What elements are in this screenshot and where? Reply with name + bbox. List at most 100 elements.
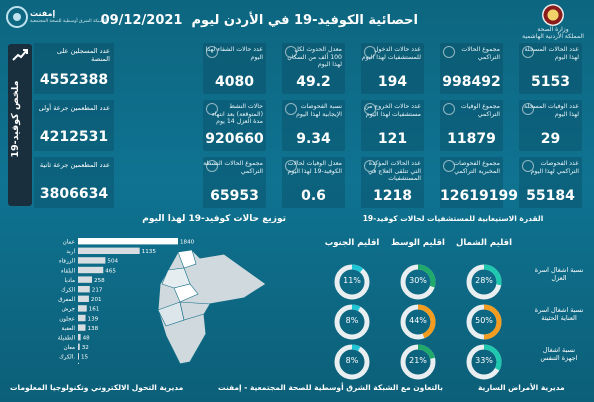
footer-it-directorate: مديرية التحول الالكتروني وتكنولوجيا المع… [10, 383, 184, 392]
vaccine-label: عدد المطعمين جرعة ثانية [39, 161, 110, 169]
stat-card-col_b-2: مجموع الفحوصات المخبرية التراكمي 12619199 [440, 157, 518, 208]
occupancy-donut: 11% [332, 262, 372, 302]
stat-value: 49.2 [296, 74, 331, 90]
stat-value: 1218 [373, 188, 412, 204]
bar-value-label: 139 [88, 316, 99, 322]
bar-category-label: الطفيلة [58, 336, 76, 342]
vaccine-label: عدد المسجلين على المنصة [56, 47, 110, 63]
bar [78, 324, 86, 331]
bar-category-label: اربد [66, 249, 75, 255]
trend-arrow-icon [12, 49, 28, 61]
logo-icon [6, 6, 28, 28]
stat-value: 194 [377, 74, 408, 90]
bar [78, 314, 86, 322]
stat-label: مجموع الحالات النشطة التراكمي [203, 160, 263, 175]
donut-arc [466, 264, 502, 300]
stat-value: 9.34 [296, 131, 331, 147]
summary-sideband: ملخص كوفيد-19 [8, 44, 32, 206]
stat-value: 0.6 [301, 188, 326, 204]
stat-label: نسبة الفحوصات الإيجابية لهذا اليوم [296, 103, 342, 118]
distribution-title: توزيع حالات كوفيد-19 لهذا اليوم [142, 214, 286, 224]
donut-arc [334, 304, 370, 340]
bar-category-label: معان [63, 345, 75, 351]
stat-label: عدد حالات الدخول للمستشفيات لهذا اليوم [361, 46, 421, 61]
ministry-logo: وزارة الصحة المملكة الأردنية الهاشمية [518, 4, 588, 40]
stat-label: معدل الحدوث لكل 100 ألف من السكان لهذا ا… [287, 46, 342, 68]
bar-value-label: 465 [105, 268, 116, 274]
donut-percent: 8% [345, 316, 359, 325]
bar-category-label: الكرك [61, 287, 75, 294]
bar-value-label: 217 [92, 288, 103, 294]
capacity-row-label-2: نسبة اشغال اجهزة التنفس [540, 346, 578, 362]
stat-card-col_c-2: عدد الحالات المؤكدة التي تتلقى العلاج في… [361, 157, 424, 208]
stat-card-col_b-1: مجموع الوفيات التراكمي 11879 [440, 100, 503, 151]
sideband-label: ملخص كوفيد-19 [10, 80, 21, 158]
page-title: احصائية الكوفيد-19 في الأردن ليوم 09/12/… [101, 13, 418, 28]
bar-value-label: 15 [81, 355, 89, 361]
donut-arc [466, 304, 502, 340]
donut-percent: 50% [475, 316, 493, 325]
stat-label: مجموع الفحوصات المخبرية التراكمي [453, 160, 500, 175]
footer-disease-directorate: مديرية الأمراض السارية [478, 383, 565, 392]
distribution-panel: توزيع حالات كوفيد-19 لهذا اليوم عمان 1840… [36, 214, 286, 370]
bar-value-label: 504 [107, 259, 118, 265]
stat-value: 65953 [210, 188, 259, 204]
bar-category-label: البلقاء [61, 268, 75, 274]
bar [78, 238, 178, 245]
bar-category-label: الزرقاء [59, 259, 76, 265]
emphnet-logo: إمفنت الشبكة الشرق أوسطية للصحة المجتمعي… [6, 6, 106, 40]
ministry-country: المملكة الأردنية الهاشمية [522, 33, 584, 40]
bar-value-label: 48 [83, 336, 91, 342]
stat-value: 11879 [447, 131, 496, 147]
stat-card-col_a-0: عدد الحالات المسجلة لهذا اليوم 5153 [519, 43, 582, 94]
stat-icon [522, 46, 534, 58]
stat-label: مجموع الوفيات التراكمي [460, 103, 500, 118]
stat-card-col_d-1: نسبة الفحوصات الإيجابية لهذا اليوم 9.34 [282, 100, 345, 151]
bar [78, 362, 79, 370]
bar-value-label: 1840 [180, 240, 195, 246]
stat-label: عدد الفحوصات التراكمي لهذا اليوم [530, 160, 579, 175]
stat-value: 12619199 [440, 188, 518, 204]
jordan-map [157, 250, 267, 365]
occupancy-donut: 8% [332, 342, 372, 382]
vaccine-value: 4552388 [39, 72, 109, 88]
bar-value-label: 201 [91, 297, 102, 303]
stat-label: معدل الوفيات لحالات الكوفيد-19 لهذا اليو… [287, 160, 342, 175]
stat-icon [443, 160, 455, 172]
occupancy-donut: 33% [464, 342, 504, 382]
stat-card-col_c-0: عدد حالات الدخول للمستشفيات لهذا اليوم 19… [361, 43, 424, 94]
donut-percent: 8% [345, 356, 359, 365]
occupancy-donut: 8% [332, 302, 372, 342]
donut-arc [466, 344, 502, 380]
donut-percent: 30% [409, 276, 427, 285]
crest-icon [542, 4, 564, 26]
stat-icon [364, 160, 376, 172]
stat-card-col_a-1: عدد الوفيات المسجلة لهذا اليوم 29 [519, 100, 582, 151]
stat-card-col_e-0: عدد حالات الشفاء لهذا اليوم 4080 [203, 43, 266, 94]
bar [78, 266, 104, 274]
stat-value: 5153 [531, 74, 570, 90]
bar [78, 247, 140, 254]
donut-arc [334, 264, 370, 300]
stat-card-col_e-2: مجموع الحالات النشطة التراكمي 65953 [203, 157, 266, 208]
stat-icon [443, 103, 455, 115]
stat-card-col_a-2: عدد الفحوصات التراكمي لهذا اليوم 55184 [519, 157, 582, 208]
capacity-row-label-1: نسبة اشغال اسرة العناية الحثيثة [534, 306, 584, 322]
occupancy-donut: 21% [398, 342, 438, 382]
title-date: 09/12/2021 [100, 13, 183, 28]
stat-card-col_e-1: حالات النشط (المتوقعة) بعد انتهاء مدة ال… [203, 100, 266, 151]
title-text: احصائية الكوفيد-19 في الأردن ليوم [191, 13, 418, 28]
donut-percent: 44% [409, 316, 427, 325]
stat-icon [285, 103, 297, 115]
vaccine-card-0: عدد المسجلين على المنصة 4552388 [34, 43, 114, 94]
bar-category-label: العقبة [62, 326, 76, 332]
stat-label: عدد الحالات المؤكدة التي تتلقى العلاج في… [368, 160, 421, 182]
stat-card-col_d-0: معدل الحدوث لكل 100 ألف من السكان لهذا ا… [282, 43, 345, 94]
stat-icon [443, 46, 455, 58]
stat-icon [285, 46, 297, 58]
stat-value: 920660 [205, 131, 264, 147]
region-header-1: اقليم الوسط [391, 238, 445, 248]
bar [78, 305, 87, 312]
occupancy-donut: 28% [464, 262, 504, 302]
stat-icon [206, 46, 218, 58]
